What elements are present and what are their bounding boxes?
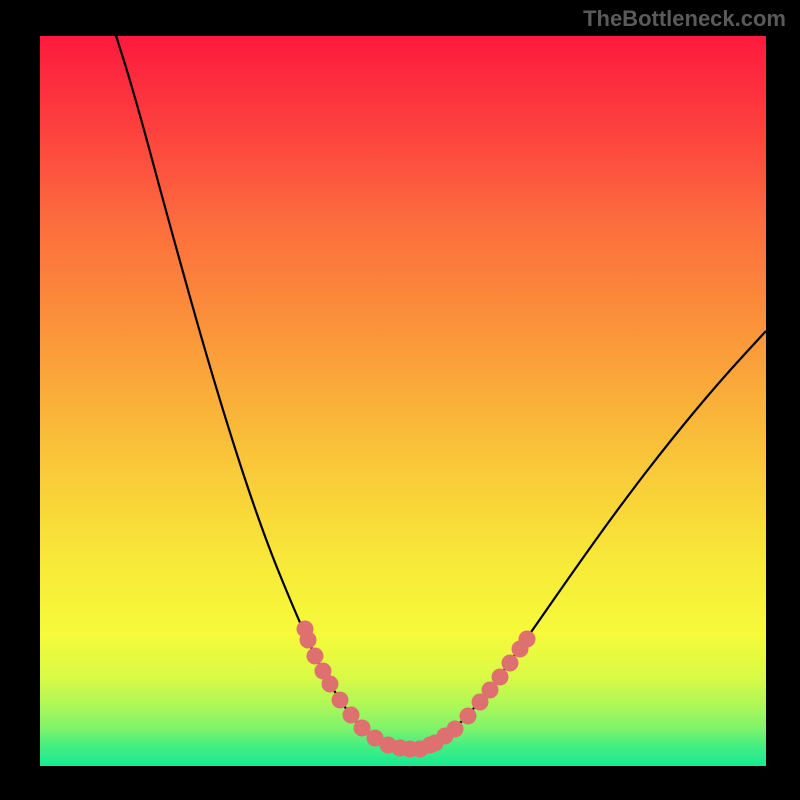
curve-marker [307,648,324,665]
curve-marker [492,669,509,686]
chart-svg [40,36,766,766]
watermark-text: TheBottleneck.com [583,6,786,32]
bottleneck-curve [113,36,766,749]
curve-marker [447,721,464,738]
curve-marker [332,692,349,709]
curve-marker [343,707,360,724]
curve-marker [322,676,339,693]
plot-gradient-area [40,36,766,766]
curve-marker [502,655,519,672]
curve-marker [460,708,477,725]
curve-markers-group [297,621,536,758]
curve-marker [519,631,536,648]
curve-marker [300,632,317,649]
